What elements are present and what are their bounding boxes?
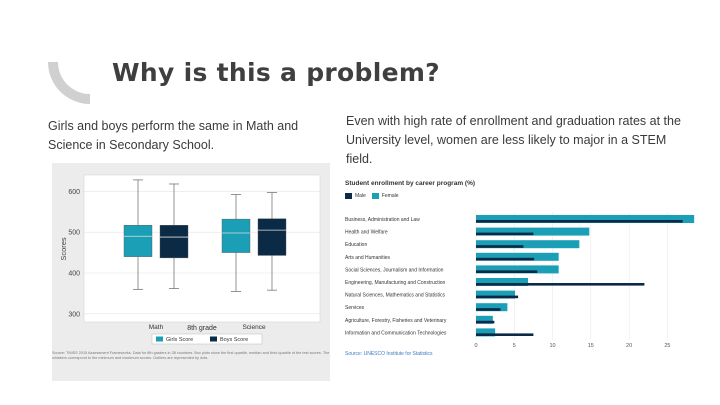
bar-male (476, 320, 495, 324)
bar-male (476, 270, 538, 273)
barchart-x-tick-label: 25 (664, 343, 670, 349)
decorative-arc-icon (48, 62, 90, 104)
boxplot-y-axis-label: Scores (59, 237, 68, 261)
right-body-text: Even with high rate of enrollment and gr… (346, 114, 681, 166)
bar-female (476, 227, 590, 236)
barchart-category-label: Engineering, Manufacturing and Construct… (345, 280, 446, 286)
legend-swatch-female (371, 193, 379, 199)
left-body-text: Girls and boys perform the same in Math … (48, 119, 299, 152)
boxplot-legend-swatch (210, 336, 217, 342)
boxplot-caption: Source: TIMSS 2015 Assessment Frameworks… (52, 351, 330, 360)
barchart-category-label: Services (345, 305, 365, 311)
bar-female (476, 215, 695, 223)
boxplot-legend-swatch (156, 336, 163, 342)
boxplot-legend-label: Girls Score (166, 337, 193, 343)
bar-male (476, 245, 524, 248)
barchart-x-tick-label: 5 (513, 343, 516, 349)
page-title: Why is this a problem? (112, 58, 440, 87)
bar-female (476, 240, 580, 249)
score-boxplot-chart: Scores 8th grade 300 400 500 600 Math Science… (52, 163, 330, 381)
boxplot-x-tick-label: Math (149, 324, 164, 331)
boxplot-y-tick-label: 500 (68, 230, 80, 237)
bar-male (476, 283, 645, 286)
barchart-category-label: Social Sciences, Journalism and Informat… (345, 267, 444, 273)
enrollment-bar-chart: 0 5 10 15 20 25 Business, Administration and L… (345, 212, 695, 349)
legend-swatch-male (345, 193, 352, 199)
boxplot-x-tick-label: Science (242, 324, 266, 331)
bar-male (476, 220, 683, 223)
bar-female (476, 278, 529, 286)
bar-male (476, 333, 534, 336)
legend-label-female: Female (381, 193, 399, 199)
legend-label-male: Male (355, 193, 366, 199)
bar-female (476, 265, 559, 274)
barchart-x-tick-label: 10 (549, 343, 555, 349)
barchart-title: Student enrollment by career program (%) (345, 180, 476, 187)
bar-female (476, 290, 516, 299)
barchart-x-tick-label: 0 (474, 343, 477, 349)
boxplot-legend-label: Boys Score (220, 337, 248, 343)
bar-female (476, 252, 559, 261)
barchart-x-tick-label: 20 (626, 343, 632, 349)
barchart-category-label: Information and Communication Technologi… (345, 330, 447, 336)
barchart-source: Source: UNESCO Institute for Statistics (345, 351, 433, 357)
bar-male (476, 308, 501, 311)
bar-male (476, 232, 534, 236)
barchart-category-label: Business, Administration and Law (345, 217, 420, 223)
bar-female (476, 315, 493, 324)
barchart-category-label: Arts and Humanities (345, 255, 391, 261)
bar-male (476, 257, 535, 261)
boxplot-y-tick-label: 400 (68, 271, 80, 278)
boxplot-y-tick-label: 300 (68, 311, 80, 318)
barchart-category-label: Health and Welfare (345, 230, 388, 236)
bar-female (476, 303, 508, 312)
box-girls-score-science (221, 218, 251, 253)
barchart-category-label: Natural Sciences, Mathematics and Statis… (345, 293, 446, 299)
boxplot-x-axis-label: 8th grade (187, 325, 217, 332)
barchart-category-label: Education (345, 242, 367, 248)
boxplot-y-tick-label: 600 (68, 189, 80, 196)
box-girls-score-math (123, 225, 153, 257)
box-boys-score-science (257, 218, 287, 256)
barchart-category-label: Agriculture, Forestry, Fisheries and Vet… (345, 318, 447, 324)
bar-female (476, 328, 496, 337)
barchart-legend: Male Female (345, 193, 399, 199)
bar-male (476, 295, 519, 299)
barchart-x-tick-label: 15 (588, 343, 594, 349)
box-boys-score-math (159, 225, 189, 259)
